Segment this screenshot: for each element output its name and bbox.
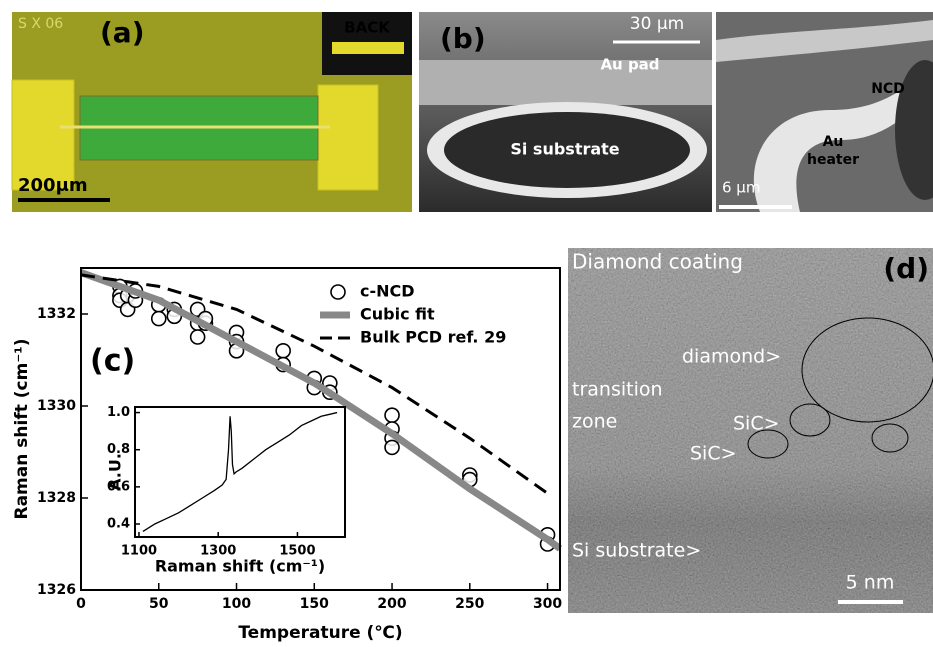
- panel-label: (c): [90, 344, 135, 379]
- x-tick-label: 1100: [121, 544, 157, 559]
- page: S X 06 (a) BACK 200μm (b) 30 μm Au pad S…: [0, 0, 933, 643]
- back-pad: [332, 42, 404, 54]
- x-tick-label: 250: [455, 596, 484, 612]
- region-label: SiC>: [690, 443, 737, 465]
- data-point: [191, 330, 205, 344]
- y-tick-label: 1328: [37, 490, 76, 506]
- region-label: diamond>: [682, 346, 781, 368]
- data-point: [276, 344, 290, 358]
- scale-label: 200μm: [18, 175, 88, 196]
- x-axis-label: Temperature (℃): [238, 623, 402, 643]
- data-point: [385, 440, 399, 454]
- y-axis-label: A.U.: [106, 453, 125, 491]
- data-point: [152, 312, 166, 326]
- x-tick-label: 100: [222, 596, 251, 612]
- panel-label: (d): [883, 252, 929, 285]
- heater-label: Au: [823, 134, 844, 150]
- pad-label: Au pad: [600, 56, 659, 74]
- panel-a: S X 06 (a) BACK 200μm: [12, 12, 412, 212]
- x-tick-label: 150: [300, 596, 329, 612]
- y-axis-label: Raman shift (cm⁻¹): [12, 338, 32, 519]
- legend-label: c-NCD: [360, 282, 415, 301]
- heater-label: heater: [807, 152, 859, 168]
- legend-label: Cubic fit: [360, 305, 435, 324]
- panel-label: (a): [100, 16, 145, 49]
- panel-label: (b): [440, 22, 486, 55]
- scale-label: 30 μm: [630, 14, 684, 34]
- pad-region: [419, 60, 712, 105]
- x-axis-label: Raman shift (cm⁻¹): [155, 557, 325, 576]
- y-tick-label: 0.4: [107, 517, 130, 532]
- y-tick-label: 1332: [37, 306, 76, 322]
- region-label: Si substrate>: [572, 540, 701, 562]
- substrate-label: Si substrate: [510, 140, 619, 159]
- x-tick-label: 200: [377, 596, 406, 612]
- data-point: [385, 408, 399, 422]
- x-tick-label: 300: [533, 596, 562, 612]
- scale-label: 5 nm: [846, 572, 895, 594]
- region-label: Diamond coating: [572, 250, 743, 274]
- region-label: SiC>: [733, 413, 780, 435]
- y-tick-label: 1326: [37, 582, 76, 598]
- plot-background: [135, 407, 345, 537]
- scale-label: 6 μm: [722, 179, 760, 197]
- y-tick-label: 1330: [37, 398, 76, 414]
- legend-label: Bulk PCD ref. 29: [360, 328, 506, 347]
- legend-marker: [331, 285, 345, 299]
- x-tick-label: 0: [76, 596, 86, 612]
- panel-d: Diamond coating (d) diamond> transition …: [568, 248, 933, 613]
- corner-text: S X 06: [18, 16, 63, 32]
- x-tick-label: 50: [149, 596, 169, 612]
- inset-label: BACK: [344, 19, 391, 37]
- region-label: zone: [572, 411, 617, 433]
- figure: S X 06 (a) BACK 200μm (b) 30 μm Au pad S…: [0, 0, 933, 643]
- region-label: transition: [572, 379, 663, 401]
- ncd-label: NCD: [871, 81, 905, 97]
- pad: [12, 80, 74, 190]
- pad: [318, 85, 378, 190]
- panel-b: (b) 30 μm Au pad Si substrate NCD Au hea…: [419, 12, 933, 212]
- y-tick-label: 1.0: [107, 405, 130, 420]
